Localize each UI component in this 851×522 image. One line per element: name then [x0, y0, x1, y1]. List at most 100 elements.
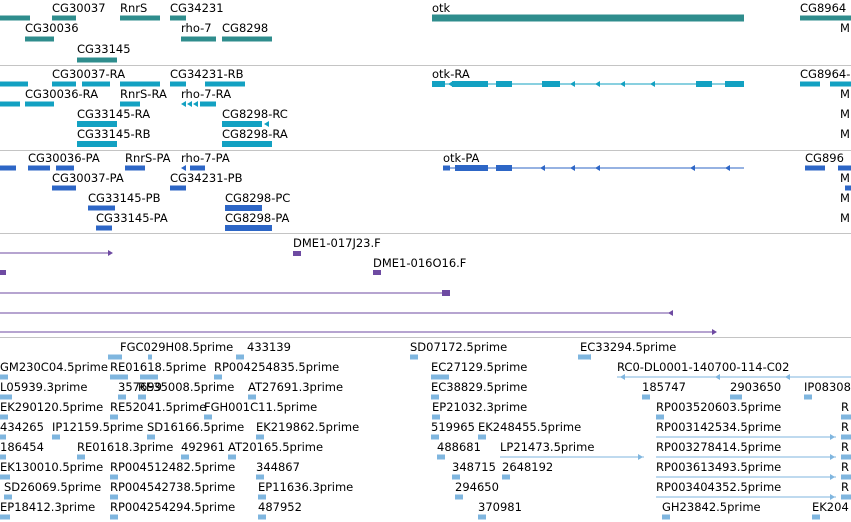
- gene-label[interactable]: CG34231: [170, 1, 224, 15]
- track-separator: [0, 233, 851, 234]
- est-label[interactable]: LP21473.5prime: [500, 440, 595, 454]
- protein-label[interactable]: CG8298-PC: [225, 191, 291, 205]
- est-label[interactable]: 433139: [247, 340, 291, 354]
- est-label[interactable]: FGH001C11.5prime: [204, 400, 318, 414]
- protein-label[interactable]: M: [840, 211, 850, 225]
- est-label[interactable]: 2903650: [730, 380, 782, 394]
- est-label[interactable]: 2648192: [502, 460, 554, 474]
- gene-label[interactable]: CG8964: [800, 1, 847, 15]
- est-label[interactable]: IP08308: [804, 380, 851, 394]
- transcript-label[interactable]: CG33145-RA: [77, 107, 151, 121]
- protein-label[interactable]: M: [840, 171, 850, 185]
- est-label[interactable]: RP003613493.5prime: [656, 460, 782, 474]
- est-label[interactable]: 434265: [0, 420, 44, 434]
- protein-label[interactable]: CG33145-PB: [88, 191, 161, 205]
- clone-label[interactable]: DME1-017J23.F: [293, 236, 381, 250]
- est-label[interactable]: RP004542738.5prime: [110, 480, 236, 494]
- est-label[interactable]: R: [841, 400, 849, 414]
- gene-label[interactable]: CG33145: [77, 42, 131, 56]
- est-label[interactable]: RP003278414.5prime: [656, 440, 782, 454]
- est-label[interactable]: 344867: [256, 460, 300, 474]
- est-label[interactable]: GH23842.5prime: [662, 500, 761, 514]
- est-label[interactable]: R: [841, 480, 849, 494]
- gene-label[interactable]: M: [840, 21, 850, 35]
- protein-label[interactable]: CG30037-PA: [52, 171, 124, 185]
- est-label[interactable]: IP12159.5prime: [52, 420, 144, 434]
- protein-label[interactable]: CG8298-PA: [225, 211, 290, 225]
- est-label[interactable]: RP003404352.5prime: [656, 480, 782, 494]
- est-label[interactable]: RC0-DL0001-140700-114-C02: [617, 360, 790, 374]
- transcript-label[interactable]: CG8964-: [800, 67, 851, 81]
- est-label[interactable]: EK290120.5prime: [0, 400, 104, 414]
- est-label[interactable]: 519965: [431, 420, 475, 434]
- transcript-label[interactable]: CG8298-RC: [222, 107, 288, 121]
- protein-label[interactable]: M: [840, 191, 850, 205]
- transcript-label[interactable]: CG8298-RA: [222, 127, 288, 141]
- est-label[interactable]: RE01618.3prime: [77, 440, 174, 454]
- transcript-label[interactable]: otk-RA: [432, 67, 470, 81]
- est-label[interactable]: 185747: [642, 380, 686, 394]
- est-label[interactable]: AT27691.3prime: [248, 380, 344, 394]
- est-label[interactable]: 488681: [437, 440, 481, 454]
- est-label[interactable]: RP003520603.5prime: [656, 400, 782, 414]
- transcript-label[interactable]: CG30036-RA: [25, 87, 99, 101]
- est-label[interactable]: RP003142534.5prime: [656, 420, 782, 434]
- gene-label[interactable]: CG8298: [222, 21, 269, 35]
- est-label[interactable]: AT20165.5prime: [228, 440, 324, 454]
- est-label[interactable]: FGC029H08.5prime: [120, 340, 234, 354]
- protein-label[interactable]: CG33145-PA: [96, 211, 168, 225]
- gene-label[interactable]: rho-7: [181, 21, 212, 35]
- est-label[interactable]: L05939.3prime: [0, 380, 88, 394]
- est-label[interactable]: EK204: [812, 500, 849, 514]
- est-label[interactable]: EK219862.5prime: [256, 420, 360, 434]
- est-label[interactable]: RE35008.5prime: [138, 380, 235, 394]
- transcript-label[interactable]: M: [840, 87, 850, 101]
- gene-CG30037: [52, 15, 76, 21]
- est-label[interactable]: 487952: [258, 500, 302, 514]
- est-label[interactable]: RE52041.5prime: [110, 400, 207, 414]
- est-label[interactable]: EC33294.5prime: [580, 340, 677, 354]
- est-label[interactable]: RP004254835.5prime: [214, 360, 340, 374]
- transcript-label[interactable]: CG30037-RA: [52, 67, 126, 81]
- protein-label[interactable]: otk-PA: [443, 151, 480, 165]
- est-label[interactable]: EK248455.5prime: [478, 420, 582, 434]
- protein-label[interactable]: CG34231-PB: [170, 171, 243, 185]
- est-label[interactable]: 348715: [452, 460, 496, 474]
- transcript-label[interactable]: rho-7-RA: [181, 87, 232, 101]
- est-label[interactable]: RP004512482.5prime: [110, 460, 236, 474]
- est-label[interactable]: R: [841, 460, 849, 474]
- est-label[interactable]: EK130010.5prime: [0, 460, 104, 474]
- gene-label[interactable]: CG30036: [25, 21, 79, 35]
- transcript-label[interactable]: CG34231-RB: [170, 67, 244, 81]
- est-label[interactable]: R: [841, 420, 849, 434]
- protein-label[interactable]: rho-7-PA: [181, 151, 230, 165]
- transcript-label[interactable]: RnrS-RA: [120, 87, 167, 101]
- est-label[interactable]: 186454: [0, 440, 44, 454]
- gene-label[interactable]: RnrS: [120, 1, 148, 15]
- est-label[interactable]: EP11636.3prime: [258, 480, 354, 494]
- est-label[interactable]: 370981: [478, 500, 522, 514]
- est-label[interactable]: EC38829.5prime: [431, 380, 528, 394]
- est-label[interactable]: SD16166.5prime: [147, 420, 245, 434]
- est-label[interactable]: EP18412.3prime: [0, 500, 96, 514]
- est-label[interactable]: RP004254294.5prime: [110, 500, 236, 514]
- transcript-label[interactable]: CG33145-RB: [77, 127, 151, 141]
- est-label[interactable]: RE01618.5prime: [110, 360, 207, 374]
- est-label[interactable]: EC27129.5prime: [431, 360, 528, 374]
- est-label[interactable]: SD07172.5prime: [410, 340, 508, 354]
- clone-label[interactable]: DME1-016O16.F: [373, 256, 467, 270]
- protein-label[interactable]: RnrS-PA: [125, 151, 171, 165]
- transcript-label[interactable]: M: [840, 107, 850, 121]
- protein-label[interactable]: CG896: [805, 151, 844, 165]
- est-label[interactable]: EP21032.3prime: [432, 400, 528, 414]
- est-label[interactable]: 294650: [455, 480, 499, 494]
- est-label[interactable]: R: [841, 440, 849, 454]
- est-label[interactable]: 492961: [181, 440, 225, 454]
- gene-label[interactable]: otk: [432, 1, 451, 15]
- est-label[interactable]: 357699: [118, 380, 162, 394]
- protein-label[interactable]: CG30036-PA: [28, 151, 100, 165]
- est-label[interactable]: GM230C04.5prime: [0, 360, 108, 374]
- est-label[interactable]: SD26069.5prime: [4, 480, 102, 494]
- gene-label[interactable]: CG30037: [52, 1, 106, 15]
- transcript-label[interactable]: M: [840, 127, 850, 141]
